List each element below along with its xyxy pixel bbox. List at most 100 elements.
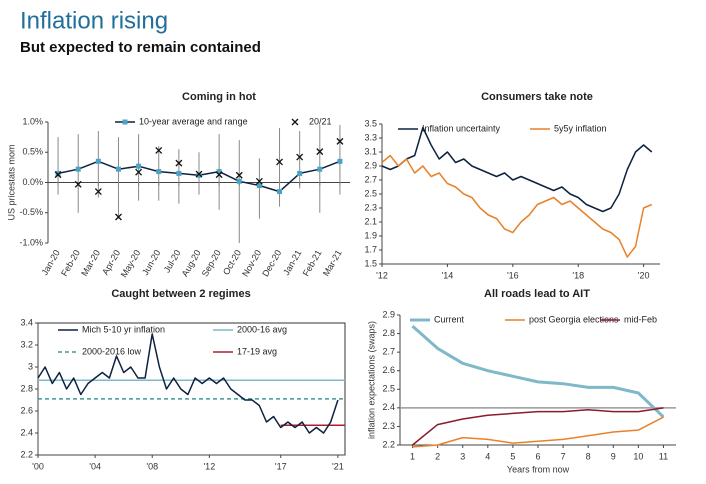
point-marker <box>337 158 343 164</box>
legend-label: 2000-2016 low <box>82 346 142 356</box>
y-tick-label: 1.7 <box>364 244 377 254</box>
x-tick-label: 10 <box>633 451 643 461</box>
chart-title: Consumers take note <box>481 91 593 103</box>
x-tick-label: 8 <box>586 451 591 461</box>
y-tick-label: 2.2 <box>382 439 395 449</box>
point-marker <box>115 213 122 221</box>
y-tick-label: 2.4 <box>20 427 33 437</box>
x-tick-label: '12 <box>376 270 388 280</box>
y-tick-label: 0.5% <box>22 147 43 157</box>
series-line <box>411 324 665 419</box>
point-marker <box>155 146 163 154</box>
x-tick-label: 11 <box>659 451 668 461</box>
legend-label: 2000-16 avg <box>237 324 287 334</box>
x-tick-label: '14 <box>442 270 454 280</box>
y-tick-label: 3.2 <box>20 339 33 349</box>
x-tick-label: Sep-20 <box>200 248 223 278</box>
point-marker <box>277 189 283 195</box>
series-line <box>381 126 653 213</box>
x-tick-label: 1 <box>410 451 415 461</box>
point-marker <box>136 163 142 169</box>
y-axis-label: US pricestats mom <box>6 144 16 220</box>
y-tick-label: 3.1 <box>364 146 377 156</box>
y-tick-label: 2.2 <box>20 449 33 459</box>
x-tick-label: '18 <box>572 270 584 280</box>
y-tick-label: 2.9 <box>382 309 395 319</box>
y-tick-label: 1.9 <box>364 230 377 240</box>
legend-label: 20/21 <box>309 116 332 126</box>
point-marker <box>195 170 203 178</box>
point-marker <box>135 168 143 176</box>
x-tick-label: '20 <box>638 270 650 280</box>
point-marker <box>297 170 303 176</box>
legend-label: 17-19 avg <box>237 346 277 356</box>
x-tick-label: '04 <box>89 461 101 471</box>
x-axis-label: Years from now <box>507 464 570 474</box>
y-tick-label: 3.4 <box>20 317 33 327</box>
page-subtitle: But expected to remain contained <box>20 39 261 56</box>
point-marker <box>317 166 323 172</box>
chart-title: All roads lead to AIT <box>484 288 590 300</box>
point-marker <box>54 171 62 179</box>
page-title: Inflation rising <box>20 7 168 34</box>
x-tick-label: '12 <box>203 461 215 471</box>
chart-title: Caught between 2 regimes <box>111 288 250 300</box>
y-tick-label: 2.5 <box>382 384 395 394</box>
y-tick-label: 2.5 <box>364 188 377 198</box>
legend-label: Mich 5-10 yr inflation <box>82 324 165 334</box>
point-marker <box>336 137 344 145</box>
point-marker <box>236 178 242 184</box>
point-marker <box>94 188 102 196</box>
legend-label: mid-Feb <box>624 314 657 324</box>
x-tick-label: 9 <box>611 451 616 461</box>
y-tick-label: 2.8 <box>382 328 395 338</box>
y-tick-label: 2.7 <box>382 347 395 357</box>
y-tick-label: 3 <box>28 361 33 371</box>
y-tick-label: -1.0% <box>19 237 43 247</box>
chart-title: Coming in hot <box>182 91 256 103</box>
x-tick-label: '21 <box>332 461 344 471</box>
y-tick-label: 2.7 <box>364 174 377 184</box>
legend-swatch <box>122 119 128 125</box>
point-marker <box>276 158 283 166</box>
x-tick-label: '08 <box>146 461 158 471</box>
point-marker <box>215 171 223 179</box>
y-tick-label: 2.3 <box>382 421 395 431</box>
legend-label: Inflation uncertainty <box>422 123 501 133</box>
y-tick-label: 3.5 <box>364 118 377 128</box>
y-tick-label: 0.0% <box>22 177 43 187</box>
point-marker <box>255 177 263 185</box>
x-tick-label: 2 <box>435 451 440 461</box>
x-tick-label: May-20 <box>119 248 143 279</box>
series-line <box>37 333 339 434</box>
x-tick-label: 7 <box>561 451 566 461</box>
x-tick-label: 3 <box>460 451 465 461</box>
series-line <box>412 416 664 448</box>
x-tick-label: Jul-20 <box>162 248 183 274</box>
x-tick-label: '17 <box>275 461 287 471</box>
x-tick-label: '00 <box>32 461 44 471</box>
y-tick-label: 2.9 <box>364 160 377 170</box>
point-marker <box>156 169 162 175</box>
y-tick-label: 2.4 <box>382 402 395 412</box>
y-tick-label: 3.3 <box>364 132 377 142</box>
point-marker <box>176 170 182 176</box>
point-marker <box>216 169 222 175</box>
point-marker <box>75 166 81 172</box>
y-tick-label: 2.3 <box>364 202 377 212</box>
x-tick-label: 4 <box>485 451 490 461</box>
x-tick-label: Jun-20 <box>140 248 162 277</box>
legend-swatch <box>291 118 299 126</box>
legend-label: 5y5y inflation <box>554 123 607 133</box>
series-line <box>381 154 653 258</box>
y-tick-label: 2.6 <box>382 365 395 375</box>
y-tick-label: -0.5% <box>19 207 43 217</box>
x-tick-label: Mar-20 <box>79 248 102 278</box>
legend-label: 10-year average and range <box>139 116 248 126</box>
x-tick-label: '16 <box>507 270 519 280</box>
y-tick-label: 2.6 <box>20 405 33 415</box>
point-marker <box>55 170 61 176</box>
x-tick-label: Mar-21 <box>321 248 344 278</box>
